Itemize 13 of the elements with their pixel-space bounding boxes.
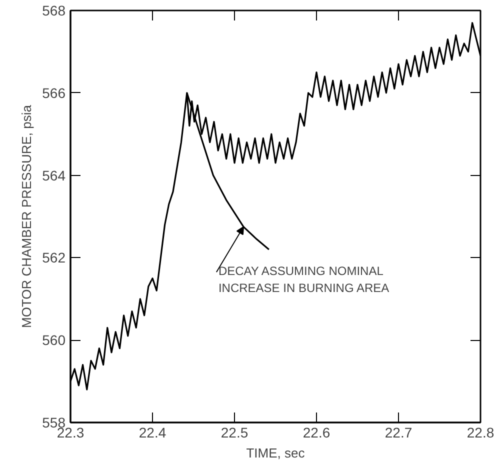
y-tick-label: 566 [42,84,66,101]
x-tick-label: 22.5 [220,424,248,440]
annotation: DECAY ASSUMING NOMINAL INCREASE IN BURNING AREA [218,264,390,295]
x-tick-label: 22.6 [302,424,330,440]
x-tick-label: 22.4 [138,424,166,440]
y-tick-label: 562 [42,250,66,266]
y-tick-label: 564 [42,167,66,184]
y-tick-label: 568 [42,2,66,18]
y-axis-title: MOTOR CHAMBER PRESSURE, psia [19,104,34,328]
y-tick-label: 560 [42,332,66,348]
x-tick-label: 22.7 [384,424,412,440]
x-axis-title: TIME, sec [246,446,306,460]
x-tick-label: 22.8 [466,424,494,440]
